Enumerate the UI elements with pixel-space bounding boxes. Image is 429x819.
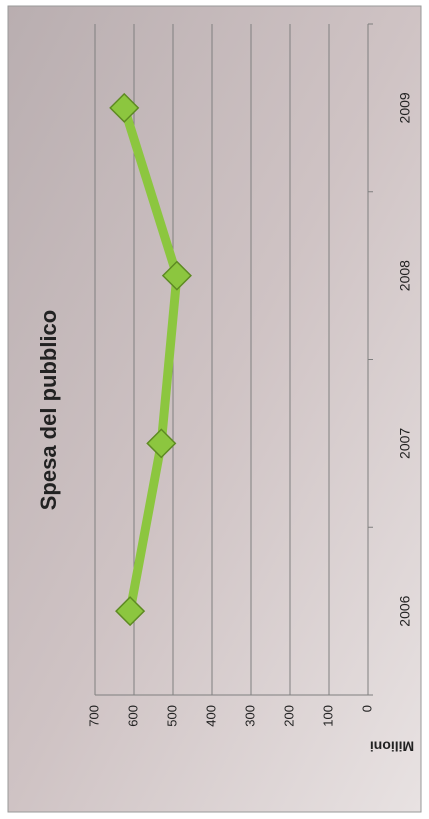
y-tick-label: 300 (242, 705, 257, 727)
y-tick-label: 100 (320, 705, 335, 727)
rotated-plot: Spesa del pubblico Milioni 0 100 200 300 400… (36, 23, 414, 754)
data-line (119, 106, 182, 612)
data-point (115, 596, 146, 627)
y-tick-label: 600 (125, 705, 140, 727)
data-point (109, 92, 140, 123)
x-tick-label: 2007 (397, 428, 413, 459)
chart-title: Spesa del pubblico (36, 310, 61, 510)
y-axis-label: Milioni (370, 738, 414, 754)
x-tick-label: 2009 (397, 92, 413, 123)
data-point (161, 260, 192, 291)
data-point (146, 428, 177, 459)
y-tick-label: 0 (359, 705, 374, 712)
x-tick-label: 2006 (397, 595, 413, 626)
chart-background (7, 5, 422, 813)
y-tick-label: 500 (164, 705, 179, 727)
y-tick-label: 400 (203, 705, 218, 727)
x-tick-label: 2008 (397, 260, 413, 291)
y-tick-label: 700 (86, 705, 101, 727)
y-tick-label: 200 (281, 705, 296, 727)
